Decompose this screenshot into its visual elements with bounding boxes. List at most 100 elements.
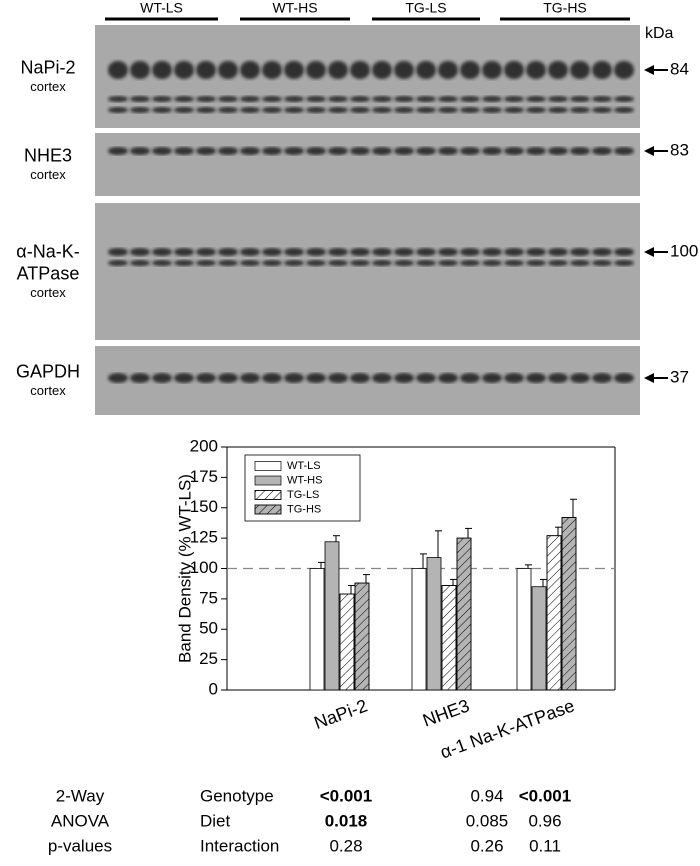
bar: [516, 568, 532, 691]
legend-hatch: [254, 504, 282, 515]
table-cell: p-values: [48, 836, 112, 855]
blot-band: [130, 373, 150, 383]
blot-band: [504, 107, 524, 113]
blot-band: [196, 147, 216, 155]
blot-band: [350, 373, 370, 383]
blot-band: [548, 107, 568, 113]
blot-band: [460, 260, 480, 266]
blot-band: [306, 373, 326, 383]
legend-label: WT-LS: [287, 460, 321, 472]
blot-band: [614, 61, 634, 79]
bar-hatch: [561, 517, 577, 691]
blot-band: [570, 147, 590, 155]
blot-band: [592, 61, 612, 79]
blot-band: [284, 61, 304, 79]
blot-band: [482, 107, 502, 113]
blot-band: [394, 260, 414, 266]
blot-band: [284, 107, 304, 113]
blot-band: [284, 96, 304, 102]
blot-band: [240, 260, 260, 266]
blot-band: [218, 373, 238, 383]
blot-band: [328, 373, 348, 383]
blot-band: [328, 260, 348, 266]
marker-arrowhead: [644, 146, 654, 156]
blot-band: [482, 260, 502, 266]
blot-band: [372, 96, 392, 102]
blot-band: [240, 61, 260, 79]
blot-band: [416, 373, 436, 383]
bar-hatch: [339, 593, 355, 691]
blot-band: [152, 107, 172, 113]
table-cell: Genotype: [200, 786, 274, 805]
blot-band: [394, 96, 414, 102]
blot-band: [196, 107, 216, 113]
blot-band: [372, 107, 392, 113]
y-axis-title: Band Density (% WT-LS): [175, 474, 194, 663]
blot-band: [350, 260, 370, 266]
blot-band: [174, 260, 194, 266]
blot-band: [152, 61, 172, 79]
blot-band: [152, 248, 172, 256]
blot-band: [614, 373, 634, 383]
blot-band: [570, 248, 590, 256]
blot-band: [262, 107, 282, 113]
blot-band: [262, 147, 282, 155]
table-cell: 0.28: [329, 836, 362, 855]
y-tick-label: 25: [199, 649, 218, 668]
y-tick-label: 150: [190, 497, 218, 516]
blot-band: [504, 248, 524, 256]
marker-label: 37: [670, 367, 689, 386]
blot-band: [482, 248, 502, 256]
blot-band: [130, 61, 150, 79]
blot-band: [416, 248, 436, 256]
blot-band: [108, 260, 128, 266]
blot-band: [570, 96, 590, 102]
blot-band: [416, 61, 436, 79]
blot-band: [262, 373, 282, 383]
blot-band: [262, 260, 282, 266]
blot-band: [174, 147, 194, 155]
blot-band: [548, 147, 568, 155]
blot-band: [174, 96, 194, 102]
blot-band: [570, 107, 590, 113]
blot-band: [438, 373, 458, 383]
blot-band: [218, 107, 238, 113]
panel-label: GAPDH: [16, 361, 80, 381]
blot-band: [174, 248, 194, 256]
blot-band: [218, 147, 238, 155]
blot-band: [152, 96, 172, 102]
blot-band: [394, 373, 414, 383]
blot-band: [152, 373, 172, 383]
blot-band: [460, 107, 480, 113]
panel-label: NHE3: [24, 145, 72, 165]
blot-panel: [95, 203, 640, 340]
blot-band: [548, 373, 568, 383]
blot-band: [526, 248, 546, 256]
group-label: WT-HS: [272, 0, 317, 16]
blot-band: [592, 147, 612, 155]
y-tick-label: 125: [190, 528, 218, 547]
blot-band: [614, 147, 634, 155]
blot-band: [526, 260, 546, 266]
y-tick-label: 0: [209, 679, 218, 698]
blot-band: [504, 260, 524, 266]
blot-band: [438, 260, 458, 266]
bar-hatch: [456, 537, 472, 691]
table-cell: 0.11: [529, 836, 561, 855]
blot-band: [372, 373, 392, 383]
blot-band: [284, 373, 304, 383]
table-cell: Interaction: [200, 836, 279, 855]
blot-band: [130, 260, 150, 266]
blot-band: [394, 248, 414, 256]
blot-band: [460, 248, 480, 256]
blot-band: [372, 147, 392, 155]
blot-band: [174, 107, 194, 113]
blot-band: [108, 248, 128, 256]
table-cell: Diet: [200, 811, 231, 830]
blot-band: [570, 61, 590, 79]
blot-band: [416, 147, 436, 155]
blot-band: [284, 260, 304, 266]
blot-band: [504, 61, 524, 79]
blot-band: [548, 248, 568, 256]
